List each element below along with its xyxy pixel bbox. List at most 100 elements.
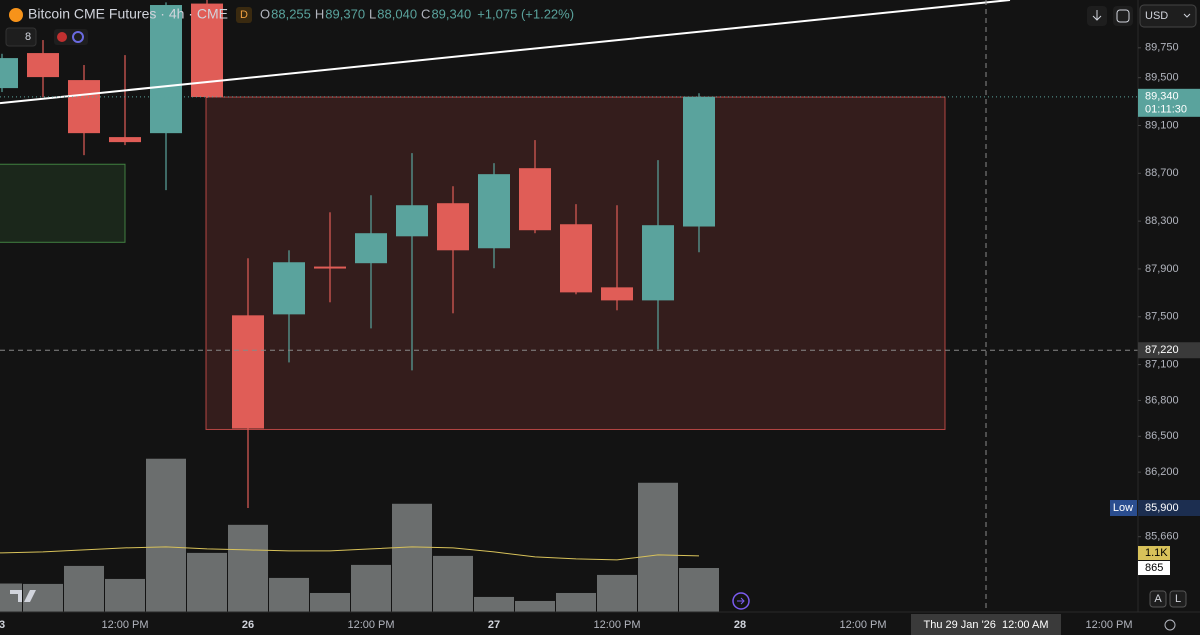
symbol-title[interactable]: Bitcoin CME Futures · 4h · CME [28, 6, 228, 22]
volume-ma-label: 1.1K [1145, 547, 1168, 559]
volume-bar [105, 578, 145, 612]
low-marker-box [1138, 500, 1200, 517]
candle-body [437, 203, 469, 251]
last-price-box [1138, 88, 1200, 117]
volume-box [1138, 561, 1170, 576]
ohlc-value: 88,040 [377, 6, 417, 21]
trendline [0, 0, 1011, 105]
volume-bar [146, 458, 186, 612]
sync-icon [72, 31, 84, 43]
ohlc-value: 88,255 [271, 6, 311, 21]
volume-bar [269, 577, 309, 612]
indicator-toggle[interactable] [5, 27, 37, 47]
volume-bar [310, 592, 350, 612]
ohlc-value: 89,370 [325, 6, 365, 21]
crosshair-time-label: Thu 29 Jan '26 12:00 AM [923, 619, 1048, 631]
low-marker-value: 85,900 [1145, 502, 1179, 514]
volume-bar [638, 482, 678, 612]
y-tick-label: 87,100 [1145, 358, 1179, 370]
countdown-label: 01:11:30 [1145, 104, 1187, 116]
go-to-realtime[interactable] [732, 592, 750, 610]
y-tick-label: 89,100 [1145, 119, 1179, 131]
ohlc-key: H [315, 6, 324, 21]
volume-bar [187, 552, 227, 612]
x-tick-label: 3 [0, 619, 5, 631]
crosshair-price-label: 87,220 [1145, 344, 1179, 356]
x-tick-label: 12:00 PM [1085, 619, 1132, 631]
download-icon [1092, 10, 1102, 21]
candle-body [314, 266, 346, 269]
volume-bar [433, 555, 473, 612]
volume-ma-box [1138, 546, 1170, 561]
candle-body [232, 315, 264, 429]
candle-body [273, 262, 305, 315]
volume-bar [64, 565, 104, 612]
y-tick-label: 87,900 [1145, 263, 1179, 275]
y-tick-label: 86,200 [1145, 466, 1179, 478]
scale-button[interactable] [1149, 590, 1167, 608]
crosshair-time-box [911, 614, 1061, 635]
last-price-label: 89,340 [1145, 91, 1179, 103]
candle-body [109, 137, 141, 143]
candle-body [683, 96, 715, 227]
candle-body [478, 174, 510, 249]
scale-button-label: A [1154, 593, 1162, 605]
fullscreen-icon [1116, 9, 1130, 23]
plot-area [0, 0, 1138, 612]
ohlc-value: 89,340 [431, 6, 471, 21]
x-tick-label: 12:00 PM [347, 619, 394, 631]
candle-body [355, 233, 387, 264]
dropdown-arrow [1183, 13, 1191, 18]
volume-bar [515, 600, 555, 612]
y-tick-label: 87,500 [1145, 311, 1179, 323]
x-tick-label: 12:00 PM [839, 619, 886, 631]
volume-label: 865 [1145, 562, 1163, 574]
candle-body [519, 168, 551, 231]
candle-body [396, 205, 428, 237]
price-change: +1,075 (+1.22%) [477, 6, 574, 21]
x-tick-label: 12:00 PM [101, 619, 148, 631]
volume-bar [392, 503, 432, 612]
volume-bar [228, 524, 268, 612]
volume-ma-line [0, 546, 700, 561]
candle-body [560, 224, 592, 293]
y-tick-label: 85,660 [1145, 531, 1179, 543]
scale-button[interactable] [1169, 590, 1187, 608]
ohlc-key: O [260, 6, 270, 21]
x-tick-label: 27 [488, 619, 500, 631]
source-badge: D [240, 9, 248, 21]
volume-bar [556, 592, 596, 612]
currency: USD [1145, 10, 1168, 22]
crosshair-price-box [1138, 342, 1200, 359]
y-tick-label: 86,500 [1145, 430, 1179, 442]
currency-select[interactable] [1139, 4, 1197, 28]
y-tick-label: 88,300 [1145, 215, 1179, 227]
indicator-count: 8 [25, 31, 31, 43]
settings-icon[interactable] [1164, 619, 1176, 631]
y-tick-label: 89,750 [1145, 42, 1179, 54]
tv-logo [10, 590, 36, 602]
x-tick-label: 26 [242, 619, 254, 631]
range-box [0, 163, 126, 243]
source-badge-bg [236, 7, 252, 23]
y-tick-label: 86,800 [1145, 394, 1179, 406]
volume-bar [474, 596, 514, 612]
volume-bar [597, 574, 637, 612]
candle-body [68, 80, 100, 134]
candle-body [150, 5, 182, 134]
scale-button-label: L [1175, 593, 1181, 605]
x-tick-label: 12:00 PM [593, 619, 640, 631]
y-tick-label: 88,700 [1145, 167, 1179, 179]
volume-bar [679, 568, 719, 612]
candle-body [27, 53, 59, 78]
low-marker-tag [1110, 500, 1137, 517]
fullscreen-button[interactable] [1113, 6, 1133, 26]
x-tick-label: 28 [734, 619, 746, 631]
volume-bar [351, 564, 391, 612]
ohlc-key: L [369, 6, 376, 21]
low-marker-label: Low [1113, 502, 1133, 514]
y-tick-label: 89,500 [1145, 72, 1179, 84]
